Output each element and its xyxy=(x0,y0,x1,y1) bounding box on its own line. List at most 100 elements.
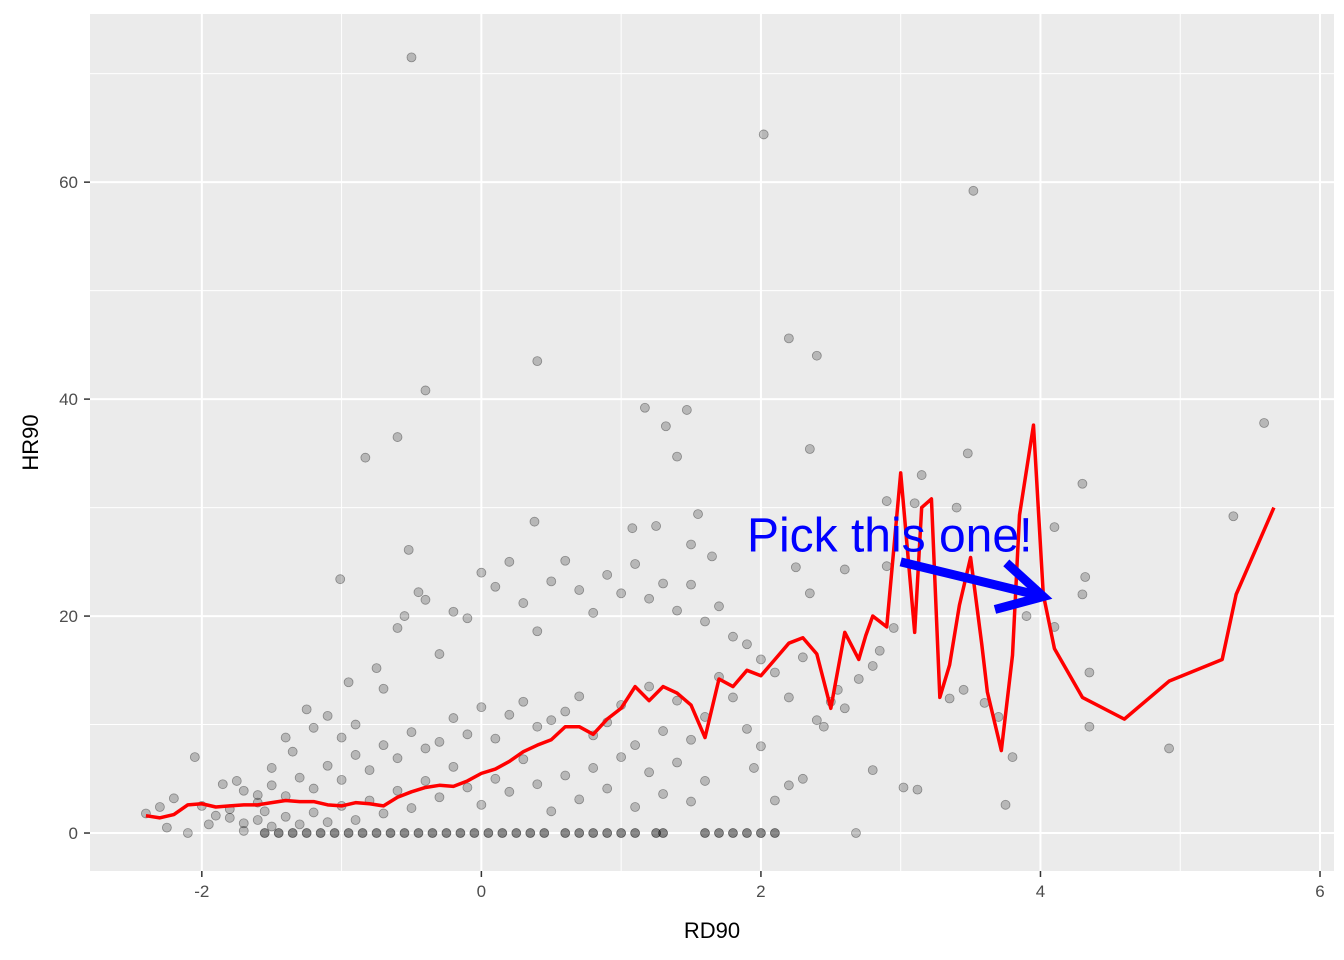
data-point xyxy=(797,773,808,784)
data-point xyxy=(962,448,973,459)
y-tick-label: 40 xyxy=(59,390,78,409)
data-point xyxy=(406,52,417,63)
data-point xyxy=(811,350,822,361)
zero-point xyxy=(539,828,550,838)
data-point xyxy=(518,696,529,707)
data-point xyxy=(627,523,638,534)
data-point xyxy=(783,780,794,791)
data-point xyxy=(476,567,487,578)
data-point xyxy=(681,405,692,415)
data-point xyxy=(672,451,682,462)
data-point xyxy=(462,613,473,624)
x-tick-label: 6 xyxy=(1315,882,1324,901)
data-point xyxy=(853,674,864,684)
data-point xyxy=(308,783,319,794)
data-point xyxy=(818,721,829,732)
data-point xyxy=(881,561,892,572)
data-point xyxy=(1077,589,1088,600)
data-point xyxy=(308,722,319,733)
data-point xyxy=(490,773,501,784)
annotation-arrow xyxy=(899,557,1053,614)
data-point xyxy=(231,776,242,786)
data-point xyxy=(266,763,277,773)
data-point xyxy=(392,623,403,633)
data-point xyxy=(686,734,696,745)
x-tick-label: 0 xyxy=(477,882,486,901)
data-point xyxy=(210,810,221,821)
data-point xyxy=(912,784,923,795)
x-tick-label: 4 xyxy=(1036,882,1045,901)
data-point xyxy=(658,726,668,736)
zero-point xyxy=(287,828,298,838)
data-point xyxy=(420,385,431,396)
data-point xyxy=(203,819,214,830)
data-point xyxy=(420,594,431,605)
data-point xyxy=(532,626,543,637)
data-point xyxy=(851,828,861,838)
zero-point xyxy=(742,828,752,838)
data-point xyxy=(756,741,766,752)
data-point xyxy=(360,452,371,463)
arrow-shaft xyxy=(899,557,1045,601)
data-point xyxy=(546,576,557,587)
data-point xyxy=(350,815,361,825)
zero-point xyxy=(630,828,641,838)
data-point xyxy=(588,607,599,618)
y-tick-label: 60 xyxy=(59,173,78,192)
data-point xyxy=(758,129,769,140)
data-point xyxy=(686,579,696,590)
data-point xyxy=(660,421,671,432)
data-point xyxy=(811,715,822,726)
data-point xyxy=(1164,743,1174,754)
zero-point xyxy=(560,828,571,838)
data-point xyxy=(644,767,655,778)
zero-point xyxy=(483,828,494,838)
data-point xyxy=(742,723,752,734)
data-point xyxy=(1049,522,1060,533)
zero-point xyxy=(343,828,354,838)
zero-point xyxy=(273,828,284,838)
y-tick-label: 0 xyxy=(69,824,78,843)
data-point xyxy=(406,803,417,813)
zero-point xyxy=(399,828,410,838)
data-point xyxy=(294,819,305,830)
y-axis-ticks: 0 20 40 60 xyxy=(59,173,90,843)
data-point xyxy=(916,470,927,480)
data-point xyxy=(364,765,375,776)
data-point xyxy=(266,821,277,832)
data-point xyxy=(336,774,347,785)
data-point xyxy=(686,796,696,807)
trend-line xyxy=(145,423,1276,820)
data-point xyxy=(574,691,585,702)
zero-point xyxy=(259,828,270,838)
data-point xyxy=(280,811,291,822)
data-point xyxy=(769,667,780,678)
x-axis-ticks: -2 0 2 4 6 xyxy=(194,871,1325,901)
data-point xyxy=(644,681,655,692)
data-point xyxy=(518,754,529,765)
data-point xyxy=(392,753,403,764)
zero-point xyxy=(588,828,599,838)
zero-point xyxy=(525,828,536,838)
data-point xyxy=(392,785,403,796)
data-point xyxy=(707,551,717,562)
zero-point xyxy=(301,828,312,838)
data-point xyxy=(839,703,850,714)
data-point xyxy=(532,721,543,732)
data-point xyxy=(644,593,655,604)
data-point xyxy=(504,786,515,797)
data-point xyxy=(944,693,955,704)
data-point xyxy=(804,588,815,599)
data-point xyxy=(1084,721,1095,732)
data-point xyxy=(651,521,661,531)
zero-point xyxy=(602,828,613,838)
data-point xyxy=(168,793,179,804)
data-point xyxy=(1228,511,1239,522)
zero-point xyxy=(700,828,710,838)
zero-point xyxy=(413,828,424,838)
data-point xyxy=(161,822,172,833)
data-point xyxy=(322,817,333,828)
data-point xyxy=(867,661,878,671)
zero-points xyxy=(259,828,780,838)
data-point xyxy=(546,715,557,726)
